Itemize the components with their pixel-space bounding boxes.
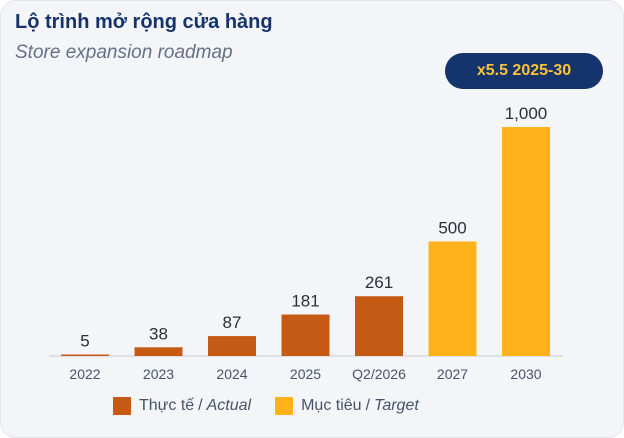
value-label: 87 xyxy=(223,313,242,332)
x-tick-label: 2030 xyxy=(510,366,541,382)
value-label: 500 xyxy=(438,219,466,238)
bar-2027 xyxy=(428,241,477,356)
legend-label-actual-vi: Thực tế xyxy=(139,397,195,414)
legend-label-target-en: Target xyxy=(374,397,419,414)
bar-2024 xyxy=(208,336,256,356)
value-label: 181 xyxy=(291,292,319,311)
legend-item-target: Mục tiêu / Target xyxy=(275,397,419,415)
value-label: 261 xyxy=(365,273,393,292)
legend-swatch-actual xyxy=(113,397,131,415)
x-tick-label: 2025 xyxy=(290,366,321,382)
bar-2023 xyxy=(134,347,183,356)
legend-separator: / xyxy=(365,397,371,414)
x-tick-label: 2022 xyxy=(69,366,100,382)
legend-swatch-target xyxy=(275,397,294,415)
legend-label-actual-en: Actual xyxy=(206,397,252,414)
bar-2025 xyxy=(281,314,330,356)
x-tick-label: 2027 xyxy=(437,366,468,382)
bar-q2-2026 xyxy=(355,296,403,356)
x-tick-label: 2023 xyxy=(143,366,174,382)
legend-label-target-vi: Mục tiêu xyxy=(301,397,362,414)
chart-title: Lộ trình mở rộng cửa hàng xyxy=(15,11,273,33)
legend: Thực tế / Actual Mục tiêu / Target xyxy=(113,397,443,415)
x-tick-label: 2024 xyxy=(216,366,247,382)
legend-item-actual: Thực tế / Actual xyxy=(113,397,251,415)
chart-subtitle: Store expansion roadmap xyxy=(15,42,233,63)
value-label: 38 xyxy=(149,324,168,343)
bar-2022 xyxy=(61,354,109,356)
x-tick-label: Q2/2026 xyxy=(352,366,406,382)
value-label: 5 xyxy=(80,332,89,351)
value-label: 1,000 xyxy=(505,104,548,123)
bar-2030 xyxy=(502,127,550,356)
legend-separator: / xyxy=(198,397,203,414)
growth-badge: x5.5 2025-30 xyxy=(445,53,603,89)
